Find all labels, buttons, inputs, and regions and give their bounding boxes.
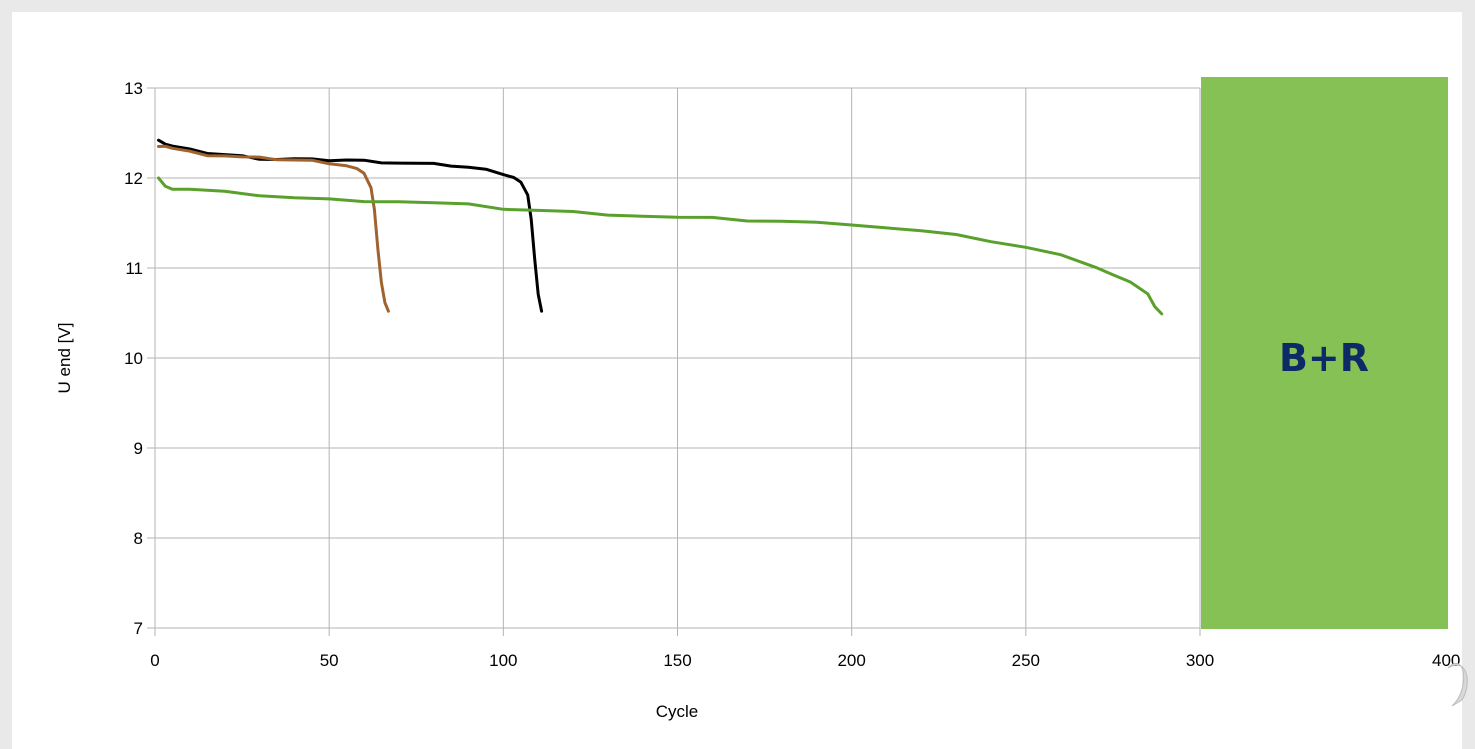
y-tick-label: 8 xyxy=(134,529,143,548)
x-tick-label: 300 xyxy=(1186,651,1214,670)
y-tick-label: 11 xyxy=(125,259,143,278)
y-tick-label: 10 xyxy=(124,349,143,368)
x-tick-label: 150 xyxy=(663,651,691,670)
badge-box xyxy=(1201,77,1448,629)
series-line-3 xyxy=(157,176,1164,316)
y-axis-title: U end [V] xyxy=(55,323,74,394)
x-tick-label: 250 xyxy=(1012,651,1040,670)
badge: B+R xyxy=(1201,77,1448,629)
y-tick-label: 9 xyxy=(134,439,143,458)
axes xyxy=(147,87,1201,636)
extra-x-tick-label: 400 xyxy=(1432,651,1460,670)
y-tick-label: 13 xyxy=(124,79,143,98)
tick-labels: 7 8 9 10 11 12 13 0 50 100 150 200 250 300 xyxy=(124,79,1214,670)
x-tick-label: 50 xyxy=(320,651,339,670)
series-line-2 xyxy=(157,144,390,313)
x-tick-label: 100 xyxy=(489,651,517,670)
y-tick-label: 7 xyxy=(134,619,143,638)
x-axis-title: Cycle xyxy=(656,702,699,721)
page-curl-decoration xyxy=(1447,663,1468,707)
series-layer xyxy=(157,138,1164,316)
x-tick-label: 0 xyxy=(150,651,159,670)
y-tick-label: 12 xyxy=(124,169,143,188)
badge-text: B+R xyxy=(1279,336,1369,380)
x-tick-label: 200 xyxy=(837,651,865,670)
series-line-1 xyxy=(157,138,544,313)
